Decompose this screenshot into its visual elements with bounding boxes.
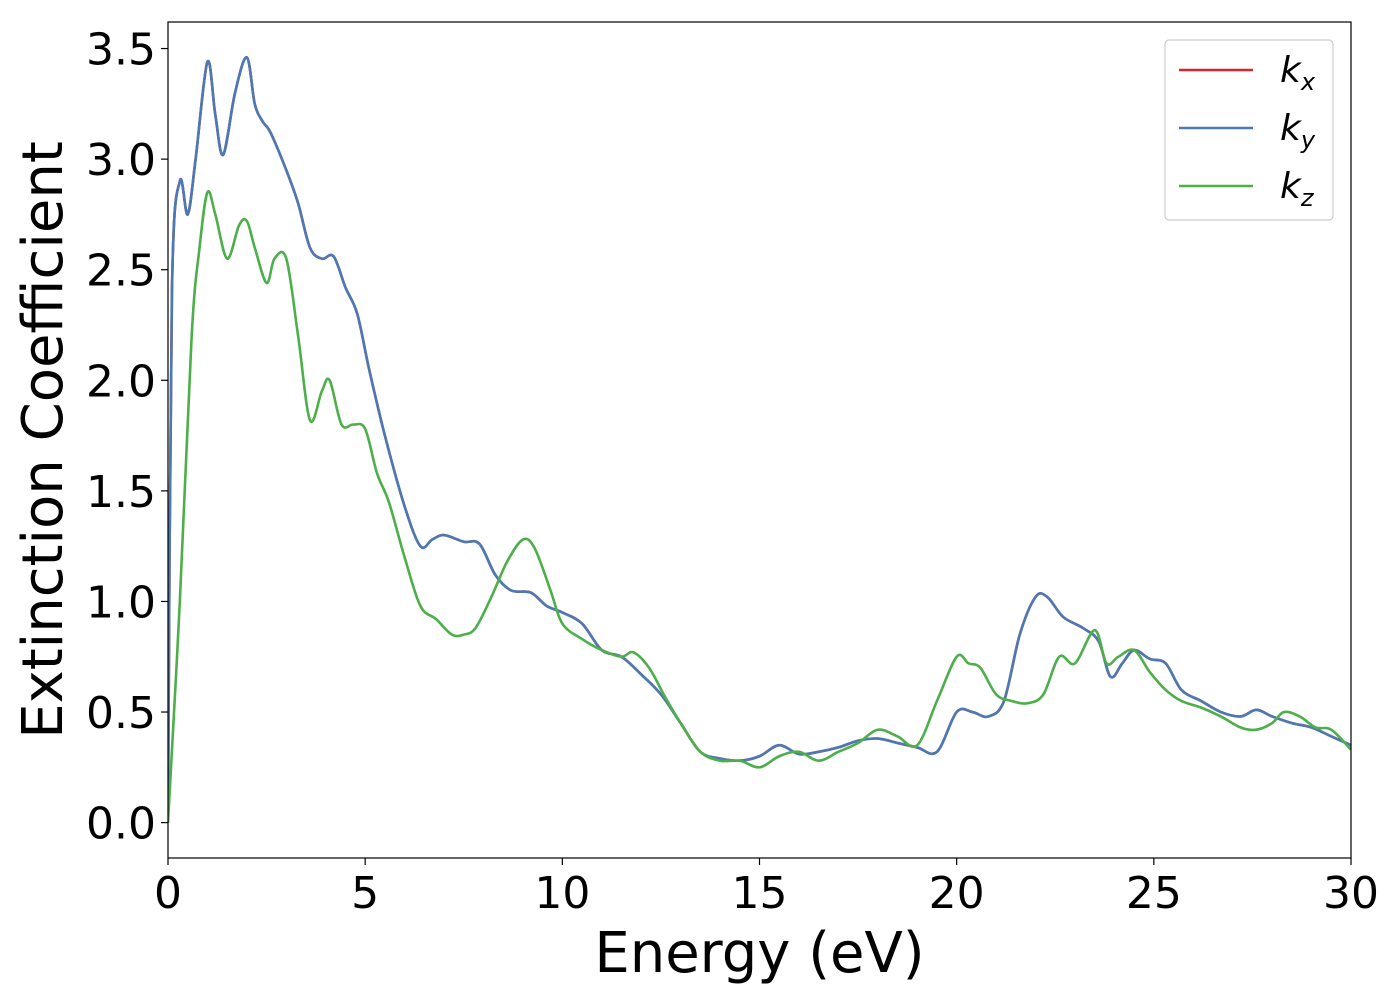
y-tick-label: 2.5 <box>86 246 156 297</box>
series-lines <box>168 56 1351 823</box>
x-tick-label: 10 <box>534 868 590 919</box>
x-tick-label: 30 <box>1323 868 1379 919</box>
y-tick-label: 3.0 <box>86 135 156 186</box>
x-tick-label: 15 <box>732 868 788 919</box>
y-tick-label: 3.5 <box>86 25 156 76</box>
legend-box <box>1164 39 1334 221</box>
x-axis-ticks: 0 5 10 15 20 25 30 <box>154 858 1379 919</box>
series-line-kz <box>168 189 1351 823</box>
y-tick-label: 2.0 <box>86 356 156 407</box>
y-axis-label: Extinction Coefficient <box>11 141 76 739</box>
legend-label-kz: kz <box>1280 166 1315 212</box>
y-tick-label: 0.0 <box>86 799 156 850</box>
legend: kx ky kz <box>1164 39 1334 221</box>
x-tick-label: 25 <box>1126 868 1182 919</box>
y-tick-label: 0.5 <box>86 688 156 739</box>
x-tick-label: 20 <box>929 868 985 919</box>
y-axis-ticks: 0.0 0.5 1.0 1.5 2.0 2.5 3.0 3.5 <box>86 25 168 850</box>
legend-label-ky: ky <box>1280 108 1316 154</box>
x-tick-label: 5 <box>351 868 379 919</box>
series-line-ky <box>168 56 1351 823</box>
legend-label-kx: kx <box>1280 50 1316 96</box>
y-tick-label: 1.0 <box>86 577 156 628</box>
x-tick-label: 0 <box>154 868 182 919</box>
y-tick-label: 1.5 <box>86 467 156 518</box>
x-axis-label: Energy (eV) <box>594 921 924 986</box>
